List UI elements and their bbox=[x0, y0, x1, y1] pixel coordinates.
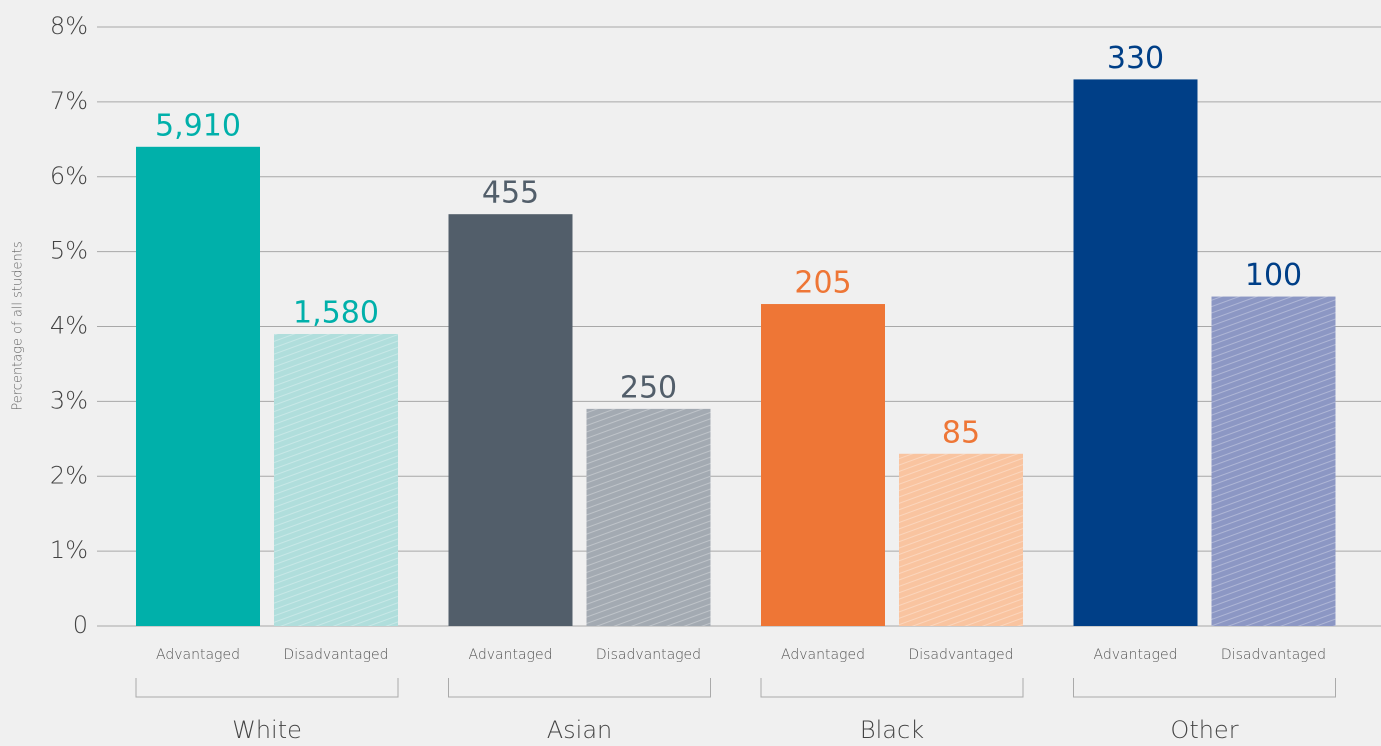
sub-category-label: Disadvantaged bbox=[283, 647, 388, 663]
sub-category-label: Advantaged bbox=[156, 647, 240, 663]
group-bracket bbox=[760, 678, 1024, 698]
sub-category-label: Disadvantaged bbox=[908, 647, 1013, 663]
y-tick-label: 6% bbox=[50, 162, 88, 190]
group-bracket bbox=[135, 678, 399, 698]
y-tick-label: 5% bbox=[50, 237, 88, 265]
data-label: 250 bbox=[620, 370, 677, 405]
bar-hatch bbox=[274, 333, 398, 626]
bar-hatch bbox=[1211, 296, 1336, 626]
sub-category-label: Advantaged bbox=[1094, 647, 1178, 663]
data-label: 100 bbox=[1245, 258, 1302, 293]
y-tick-label: 2% bbox=[50, 461, 88, 489]
y-tick-label: 1% bbox=[50, 536, 88, 564]
data-label: 205 bbox=[794, 266, 851, 301]
y-tick-label: 3% bbox=[50, 386, 88, 414]
data-label: 85 bbox=[942, 415, 980, 450]
x-tick-label: Black bbox=[860, 716, 924, 744]
data-label: 330 bbox=[1107, 41, 1164, 76]
bar-hatch bbox=[586, 408, 711, 626]
x-tick-label: White bbox=[232, 716, 302, 744]
x-tick-label: Other bbox=[1170, 716, 1238, 744]
y-tick-label: 0 bbox=[73, 611, 88, 639]
sub-category-label: Disadvantaged bbox=[596, 647, 701, 663]
bar bbox=[448, 214, 573, 626]
bar bbox=[136, 146, 260, 627]
group-bracket bbox=[448, 678, 711, 698]
y-axis-label: Percentage of all students bbox=[11, 241, 26, 410]
y-tick-label: 4% bbox=[50, 312, 88, 340]
bar bbox=[1073, 79, 1198, 627]
y-tick-label: 8% bbox=[50, 12, 88, 40]
sub-category-label: Advantaged bbox=[469, 647, 553, 663]
sub-category-label: Advantaged bbox=[781, 647, 865, 663]
data-label: 1,580 bbox=[293, 295, 379, 330]
bar-hatch bbox=[899, 453, 1023, 626]
y-tick-label: 7% bbox=[50, 87, 88, 115]
sub-category-label: Disadvantaged bbox=[1221, 647, 1326, 663]
bar bbox=[761, 304, 885, 626]
data-label: 5,910 bbox=[155, 108, 241, 143]
x-tick-label: Asian bbox=[547, 716, 613, 744]
data-label: 455 bbox=[482, 176, 539, 211]
group-bracket bbox=[1073, 678, 1336, 698]
